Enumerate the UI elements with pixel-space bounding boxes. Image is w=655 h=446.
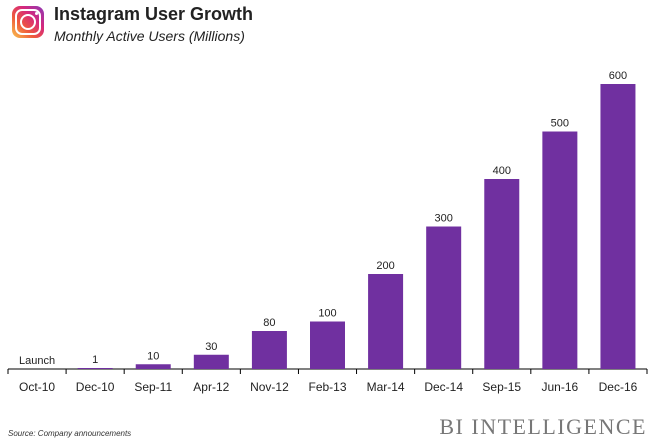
- x-tick-label: Jun-16: [542, 380, 579, 394]
- bar-mar-14: [368, 274, 404, 369]
- source-note: Source: Company announcements: [8, 429, 132, 438]
- data-label: 300: [435, 213, 453, 225]
- bar-dec-16: [600, 84, 636, 369]
- chart-title: Instagram User Growth: [54, 4, 254, 24]
- brand-logo-text: BI INTELLIGENCE: [439, 414, 647, 439]
- bar-dec-14: [426, 226, 462, 369]
- instagram-logo-icon: [12, 6, 44, 38]
- x-tick-label: Dec-14: [424, 380, 463, 394]
- x-tick-label: Sep-15: [482, 380, 521, 394]
- x-tick-label: Mar-14: [367, 380, 405, 394]
- bar-dec-10: [77, 368, 113, 369]
- data-label: 100: [318, 308, 336, 320]
- x-tick-label: Sep-11: [134, 380, 172, 394]
- data-label: 1: [92, 354, 98, 366]
- x-tick-label: Dec-16: [599, 380, 638, 394]
- bar-jun-16: [542, 131, 578, 369]
- x-tick-label: Feb-13: [308, 380, 346, 394]
- data-label: 400: [493, 165, 511, 177]
- bar-sep-11: [135, 364, 171, 369]
- data-label: 80: [263, 317, 275, 329]
- data-label: 500: [551, 118, 569, 130]
- data-label: Launch: [19, 355, 55, 367]
- data-label: 30: [205, 341, 217, 353]
- x-tick-label: Apr-12: [193, 380, 229, 394]
- bar-sep-15: [484, 179, 520, 369]
- data-label: 200: [376, 260, 394, 272]
- bar-apr-12: [193, 354, 229, 369]
- x-tick-label: Oct-10: [19, 380, 55, 394]
- chart-subtitle: Monthly Active Users (Millions): [54, 28, 245, 44]
- bar-nov-12: [251, 331, 287, 369]
- x-tick-label: Nov-12: [250, 380, 289, 394]
- data-label: 600: [609, 70, 627, 82]
- bar-feb-13: [310, 321, 345, 369]
- data-label: 10: [147, 350, 159, 362]
- x-tick-label: Dec-10: [76, 380, 115, 394]
